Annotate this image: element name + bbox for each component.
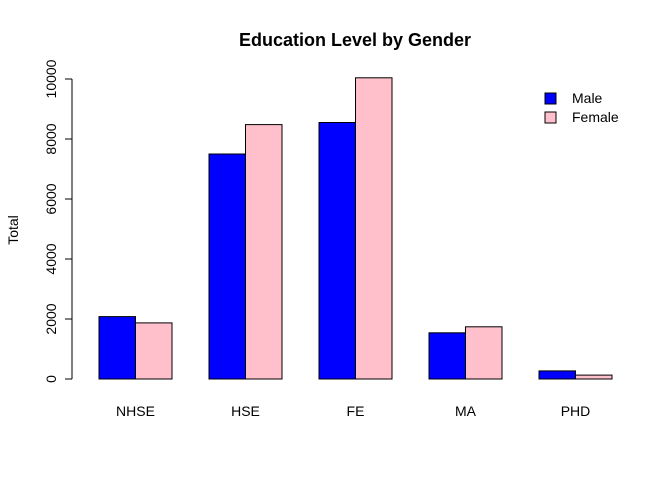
y-tick-label: 10000 [43,59,59,98]
y-axis: 0 2000 4000 6000 8000 10000 [43,59,73,383]
bar-fe-male [318,122,356,380]
legend-swatch-female [544,111,557,124]
x-axis-labels: NHSE HSE FE MA PHD [116,403,590,419]
chart-title: Education Level by Gender [238,30,472,50]
y-axis-label: Total [5,215,21,245]
x-tick-label: FE [347,403,365,419]
legend-swatch-male [544,92,557,105]
bar-phd-female [575,374,613,380]
bar-fe-female [355,77,393,380]
bar-nhse-male [98,316,136,380]
bar-hse-male [208,153,246,380]
y-tick-label: 0 [43,375,59,383]
x-tick-label: HSE [231,403,260,419]
bars-group [98,77,613,380]
y-tick-label: 2000 [43,303,59,334]
bar-ma-female [465,326,503,380]
y-tick-label: 8000 [43,123,59,154]
legend-label-female: Female [572,109,619,125]
bar-phd-male [538,370,576,380]
y-tick-label: 4000 [43,243,59,274]
bar-ma-male [428,332,466,380]
legend-label-male: Male [572,90,603,106]
x-tick-label: MA [455,403,477,419]
y-tick-label: 6000 [43,183,59,214]
x-tick-label: NHSE [116,403,155,419]
bar-hse-female [245,124,283,380]
bar-nhse-female [135,322,173,380]
legend: Male Female [544,90,619,125]
x-tick-label: PHD [561,403,591,419]
